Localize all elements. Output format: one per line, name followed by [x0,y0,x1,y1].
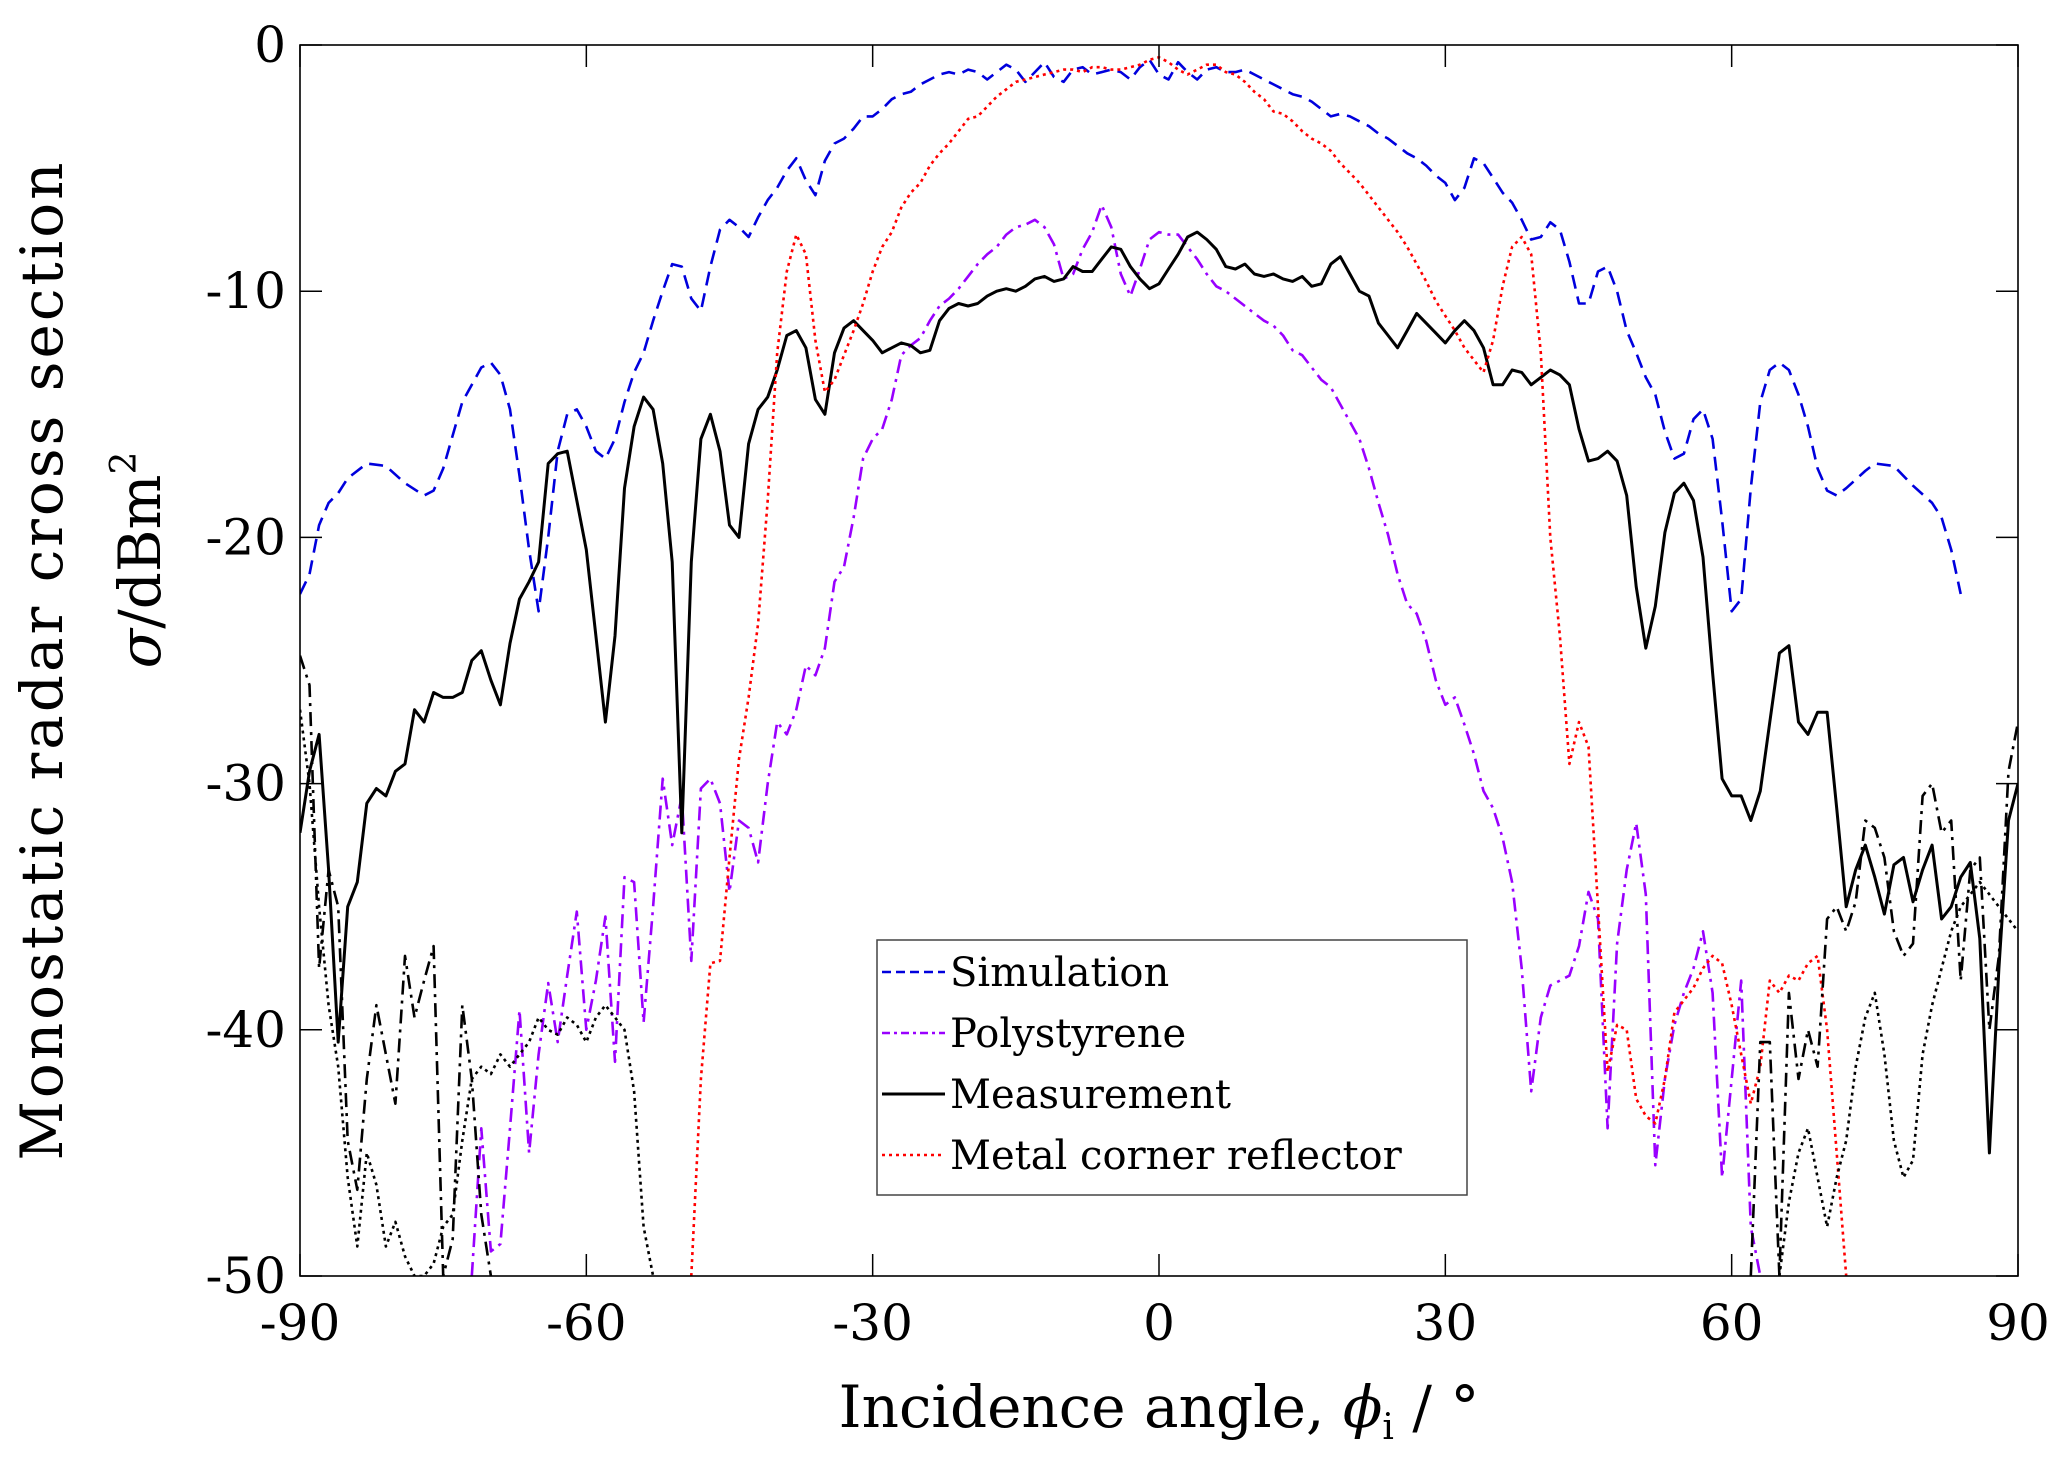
legend-items: Simulation Polystyrene Measurement Metal co… [882,950,1403,1179]
legend-box [876,939,1468,1196]
series-line-extra-measurement-trace-black-dotted [300,709,655,1276]
y-tick-label: -10 [205,262,286,320]
legend-label: Polystyrene [950,1011,1186,1057]
series-line-metal-corner-reflector [690,56,1848,1276]
y-axis-title-line2: σ/dBm2 [104,452,174,669]
x-tick-label: 60 [1700,1294,1764,1352]
series-line-polystyrene [470,203,1762,1276]
series-line-extra-right-trace-black-dash-dot [1749,721,2018,1276]
x-axis-title: Incidence angle, ϕi / ° [839,1373,1480,1448]
y-tick-label: -50 [205,1247,286,1305]
y-tick-label: 0 [254,16,286,74]
series-line-extra-right-trace-black-dotted [1778,880,2018,1276]
legend-label: Simulation [950,950,1169,996]
x-axis-title-subscript: i [1382,1407,1394,1448]
legend-label: Measurement [950,1072,1231,1118]
y-tick-label: -30 [205,755,286,813]
series-layer [300,56,2018,1276]
x-tick-label: -60 [546,1294,627,1352]
x-tick-label: 0 [1143,1294,1175,1352]
y-axis-title-unit: /dBm [106,475,174,629]
y-axis-title-symbol: σ [106,627,174,668]
y-axis-title-superscript: 2 [104,452,145,475]
y-axis-title-line1: Monostatic radar cross section [8,160,76,1161]
legend-label: Metal corner reflector [950,1133,1403,1179]
ticks-layer: -90 -60 -30 0 30 60 90 0 -10 -20 -30 -40 -50 [205,16,2049,1352]
x-axis-title-main: Incidence angle, [839,1373,1343,1441]
series-line-simulation [300,58,1962,613]
series-line-measurement [300,230,2018,1155]
x-tick-label: -90 [260,1294,341,1352]
y-tick-label: -20 [205,508,286,566]
x-tick-label: 90 [1986,1294,2050,1352]
x-tick-label: 30 [1414,1294,1478,1352]
x-axis-title-symbol: ϕ [1343,1373,1383,1441]
y-tick-label: -40 [205,1001,286,1059]
x-axis-title-unit: / ° [1394,1373,1479,1441]
legend: Simulation Polystyrene Measurement Metal co… [876,939,1468,1196]
x-tick-label: -30 [832,1294,913,1352]
series-line-extra-measurement-trace-black-dash-dot [300,655,493,1276]
